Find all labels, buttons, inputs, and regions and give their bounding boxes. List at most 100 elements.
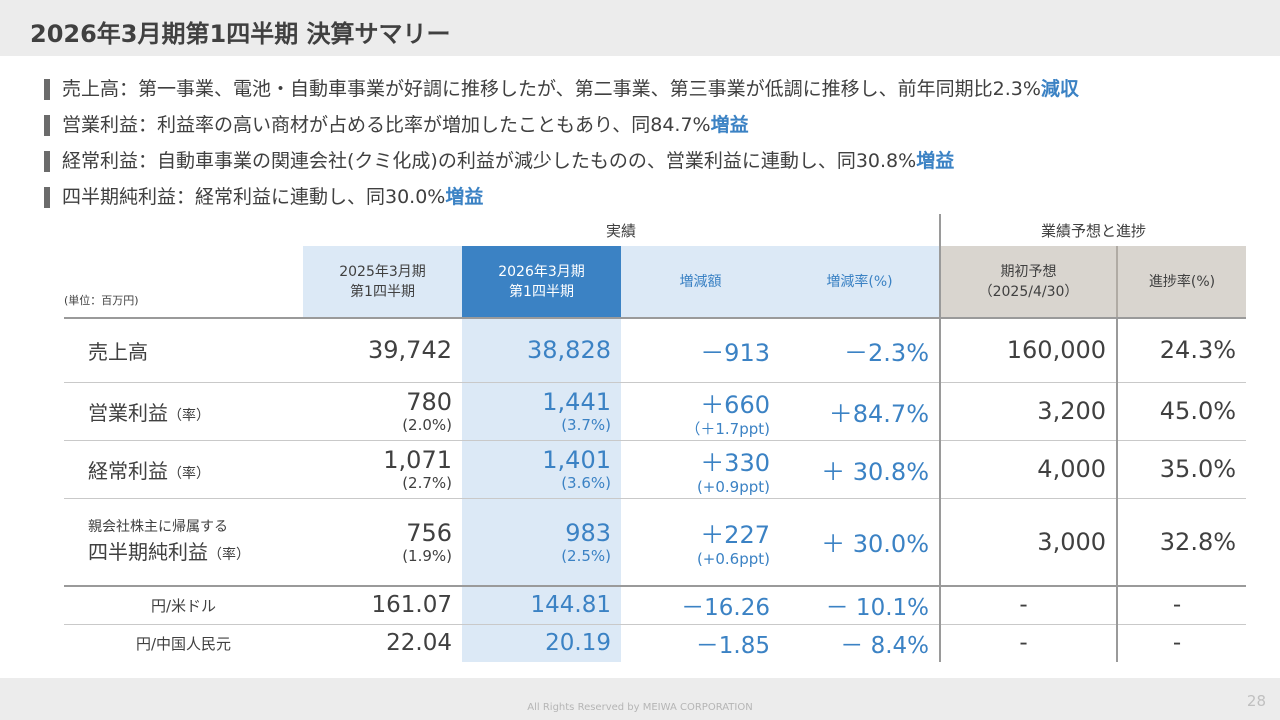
column-header-change-rate: 増減率(%) xyxy=(780,246,941,319)
column-header-progress: 進捗率(%) xyxy=(1116,246,1247,319)
bullet-text: 売上高：第一事業、電池・自動車事業が好調に推移したが、第二事業、第三事業が低調に… xyxy=(62,78,1041,100)
cell-sub-value: (2.7%) xyxy=(402,474,452,492)
column-header-line: （2025/4/30） xyxy=(978,283,1079,300)
copyright-text: All Rights Reserved by MEIWA CORPORATION xyxy=(527,702,753,713)
cell-curr: 1,441 (3.7%) xyxy=(462,382,621,441)
cell-curr: 144.81 xyxy=(462,586,621,625)
column-header-line: 2026年3月期 xyxy=(498,263,585,280)
group-header-forecast: 業績予想と進捗 xyxy=(939,214,1247,246)
bullet-bar-icon xyxy=(44,187,50,208)
table-row-usd-rate: 円/米ドル 161.07 144.81 －16.26 － 10.1% - - xyxy=(64,586,1247,625)
row-label-suffix: （率） xyxy=(168,407,210,424)
row-label: 営業利益（率） xyxy=(64,382,303,441)
cell-value: ＋660 xyxy=(700,390,770,419)
column-header-line: 2025年3月期 xyxy=(339,263,426,280)
cell-change: －1.85 xyxy=(695,633,770,660)
cell-value: 983 xyxy=(565,518,611,547)
cell-sub-value: (3.7%) xyxy=(561,416,611,434)
column-header-change: 増減額 xyxy=(621,246,780,319)
results-table: 実績 業績予想と進捗 (単位：百万円) 2025年3月期 第1四半期 2026年… xyxy=(64,214,1247,662)
cell-forecast: 3,200 xyxy=(939,382,1118,441)
cell-forecast: 160,000 xyxy=(939,318,1118,383)
cell-sub-value: (2.0%) xyxy=(402,416,452,434)
row-label: 円/中国人民元 xyxy=(135,634,232,653)
summary-bullets: 売上高：第一事業、電池・自動車事業が好調に推移したが、第二事業、第三事業が低調に… xyxy=(44,76,1264,220)
cell-value: 780 xyxy=(406,388,452,416)
cell-value: ＋227 xyxy=(700,521,770,550)
row-label: 円/米ドル xyxy=(64,586,303,625)
cell-value: 756 xyxy=(406,518,452,547)
cell-prev: 39,742 xyxy=(303,318,462,383)
cell-progress: 32.8% xyxy=(1116,498,1247,587)
cell-prev: 1,071 (2.7%) xyxy=(303,440,462,499)
cell-sub-value: (2.5%) xyxy=(561,546,611,565)
column-header-prev-year: 2025年3月期 第1四半期 xyxy=(303,246,462,319)
cell-progress: - xyxy=(1116,586,1247,625)
cell-progress: 45.0% xyxy=(1116,382,1247,441)
cell-forecast: - xyxy=(939,624,1118,662)
bullet-highlight: 増益 xyxy=(445,186,484,208)
cell-change: ＋330 (+0.9ppt) xyxy=(621,440,780,499)
cell-forecast: 4,000 xyxy=(939,440,1118,499)
results-table-container: 実績 業績予想と進捗 (単位：百万円) 2025年3月期 第1四半期 2026年… xyxy=(64,214,1247,666)
cell-change-rate: －2.3% xyxy=(780,318,941,383)
bullet-bar-icon xyxy=(44,79,50,100)
cell-value: 1,441 xyxy=(542,388,611,416)
bullet-highlight: 増益 xyxy=(916,150,955,172)
table-row-sales: 売上高 39,742 38,828 －913 －2.3% 160,000 24.… xyxy=(64,318,1247,383)
cell-sub-value: （＋1.7ppt) xyxy=(685,419,770,438)
column-header-line: 期初予想 xyxy=(1000,263,1057,280)
bullet-text: 四半期純利益：経常利益に連動し、同30.0% xyxy=(62,186,446,208)
cell-value: ＋330 xyxy=(700,448,770,477)
cell-curr: 38,828 xyxy=(462,318,621,383)
group-header-actual: 実績 xyxy=(606,221,637,240)
cell-change: －16.26 xyxy=(621,586,780,625)
table-group-header-row: 実績 業績予想と進捗 xyxy=(64,214,1247,246)
bullet-operating-profit: 営業利益：利益率の高い商材が占める比率が増加したこともあり、同84.7%増益 xyxy=(44,112,1264,148)
bullet-text: 営業利益：利益率の高い商材が占める比率が増加したこともあり、同84.7% xyxy=(62,114,711,136)
cell-change-rate: － 8.4% xyxy=(840,633,930,660)
table-row-net-income: 親会社株主に帰属する 四半期純利益（率） 756 (1.9%) 983 (2.5%) … xyxy=(64,498,1247,587)
cell-curr: 20.19 xyxy=(462,624,621,662)
row-label-main: 四半期純利益 xyxy=(88,540,208,565)
cell-change-rate: ＋ 30.0% xyxy=(780,498,941,587)
cell-forecast: - xyxy=(939,586,1118,625)
cell-progress: 24.3% xyxy=(1116,318,1247,383)
cell-prev: 22.04 xyxy=(386,630,452,657)
bullet-net-income: 四半期純利益：経常利益に連動し、同30.0%増益 xyxy=(44,184,1264,220)
bullet-bar-icon xyxy=(44,151,50,172)
row-label-suffix: （率） xyxy=(208,547,250,564)
row-label-main: 経常利益 xyxy=(88,458,168,483)
table-row-cny-rate: 円/中国人民元 22.04 20.19 －1.85 － 8.4% - - xyxy=(64,624,1247,662)
cell-sub-value: (+0.9ppt) xyxy=(696,477,770,496)
page-number: 28 xyxy=(1246,692,1266,710)
cell-change: ＋660 （＋1.7ppt) xyxy=(621,382,780,441)
cell-change-rate: － 10.1% xyxy=(780,586,941,625)
cell-value: 1,401 xyxy=(542,446,611,474)
cell-prev: 161.07 xyxy=(303,586,462,625)
cell-curr: 1,401 (3.6%) xyxy=(462,440,621,499)
row-label: 経常利益（率） xyxy=(64,440,303,499)
column-header-line: 第1四半期 xyxy=(509,283,574,300)
slide-title: 2026年3月期第1四半期 決算サマリー xyxy=(30,20,451,48)
cell-prev: 756 (1.9%) xyxy=(303,498,462,587)
cell-change-rate: ＋84.7% xyxy=(780,382,941,441)
unit-label: (単位：百万円) xyxy=(64,246,303,319)
table-column-header-row: (単位：百万円) 2025年3月期 第1四半期 2026年3月期 第1四半期 増… xyxy=(64,246,1247,319)
bullet-highlight: 減収 xyxy=(1040,78,1079,100)
cell-forecast: 3,000 xyxy=(939,498,1118,587)
row-label: 売上高 xyxy=(64,318,303,383)
bullet-sales: 売上高：第一事業、電池・自動車事業が好調に推移したが、第二事業、第三事業が低調に… xyxy=(44,76,1264,112)
table-row-ordinary-profit: 経常利益（率） 1,071 (2.7%) 1,401 (3.6%) ＋330 (+0.… xyxy=(64,440,1247,499)
cell-value: 1,071 xyxy=(383,446,452,474)
cell-prev: 780 (2.0%) xyxy=(303,382,462,441)
column-header-line: 第1四半期 xyxy=(350,283,415,300)
slide-header: 2026年3月期第1四半期 決算サマリー xyxy=(0,0,1280,56)
cell-change: －913 xyxy=(621,318,780,383)
group-header-empty xyxy=(64,214,303,246)
cell-sub-value: (3.6%) xyxy=(561,474,611,492)
cell-progress: - xyxy=(1116,624,1247,662)
row-label: 親会社株主に帰属する 四半期純利益（率） xyxy=(64,498,303,587)
table-row-operating-profit: 営業利益（率） 780 (2.0%) 1,441 (3.7%) ＋660 （＋1.7p… xyxy=(64,382,1247,441)
column-header-current-year: 2026年3月期 第1四半期 xyxy=(462,246,621,319)
